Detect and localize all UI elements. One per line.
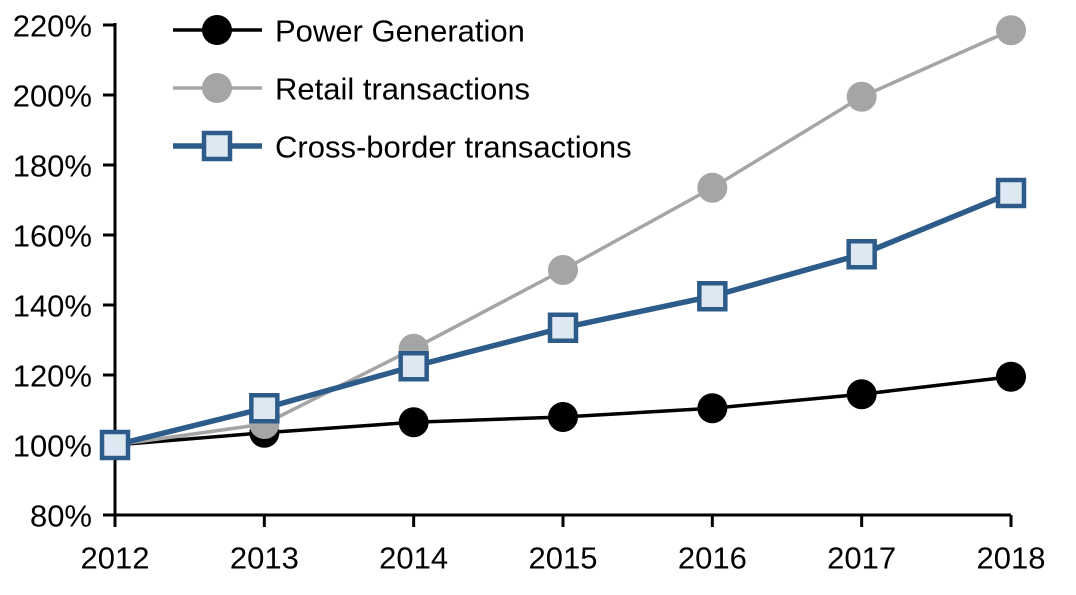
x-tick-label-2014: 2014 <box>379 541 448 576</box>
series-cross-border-transactions <box>99 177 1027 461</box>
data-point-cross-border-transactions-2012 <box>99 429 131 461</box>
y-tick-label-220: 220% <box>13 9 92 44</box>
y-tick-label-80: 80% <box>30 499 92 534</box>
data-point-cross-border-transactions-2013 <box>249 393 280 424</box>
series-layer <box>99 15 1027 461</box>
legend: Power Generation Retail transactions Cro… <box>173 14 632 165</box>
data-point-retail-transactions-2015 <box>548 255 578 285</box>
legend-item-retail-transactions: Retail transactions <box>173 72 530 107</box>
x-tick-label-2018: 2018 <box>977 541 1046 576</box>
y-tick-label-140: 140% <box>13 289 92 324</box>
data-point-cross-border-transactions-2016 <box>697 281 728 312</box>
data-point-cross-border-transactions-2018 <box>995 177 1027 209</box>
y-tick-label-180: 180% <box>13 149 92 184</box>
legend-item-cross-border-transactions: Cross-border transactions <box>173 130 632 165</box>
data-point-power-generation-2018 <box>996 361 1026 392</box>
x-tick-label-2015: 2015 <box>529 541 598 576</box>
x-tick-label-2012: 2012 <box>81 541 150 576</box>
legend-label-power-generation: Power Generation <box>275 14 525 49</box>
legend-circle-marker-icon <box>202 15 232 45</box>
data-point-retail-transactions-2018 <box>996 15 1026 46</box>
data-point-cross-border-transactions-2015 <box>547 312 579 343</box>
data-point-power-generation-2014 <box>398 407 429 438</box>
data-point-power-generation-2015 <box>548 402 578 432</box>
series-retail-transactions <box>100 15 1026 460</box>
data-point-cross-border-transactions-2017 <box>846 239 877 270</box>
series-power-generation <box>100 361 1026 460</box>
y-tick-label-160: 160% <box>13 219 92 254</box>
x-tick-label-2017: 2017 <box>827 541 896 576</box>
legend-circle-marker-icon <box>202 73 232 103</box>
y-tick-label-100: 100% <box>13 429 92 464</box>
legend-label-cross-border-transactions: Cross-border transactions <box>275 130 632 165</box>
series-line-retail-transactions <box>114 28 1012 447</box>
data-point-power-generation-2017 <box>846 379 877 410</box>
data-point-power-generation-2016 <box>697 393 728 424</box>
axes: 80% 100% 120% 140% 160% 180% 200% 220% 2012 2013 2… <box>13 9 1046 576</box>
x-tick-label-2016: 2016 <box>678 541 747 576</box>
y-tick-label-120: 120% <box>13 359 92 394</box>
x-tick-label-2013: 2013 <box>230 541 299 576</box>
legend-item-power-generation: Power Generation <box>173 14 525 49</box>
y-tick-label-200: 200% <box>13 79 92 114</box>
data-point-retail-transactions-2017 <box>846 81 877 112</box>
legend-square-marker-icon <box>201 130 233 162</box>
data-point-cross-border-transactions-2014 <box>398 351 429 382</box>
data-point-retail-transactions-2016 <box>697 172 728 203</box>
legend-label-retail-transactions: Retail transactions <box>275 72 530 107</box>
